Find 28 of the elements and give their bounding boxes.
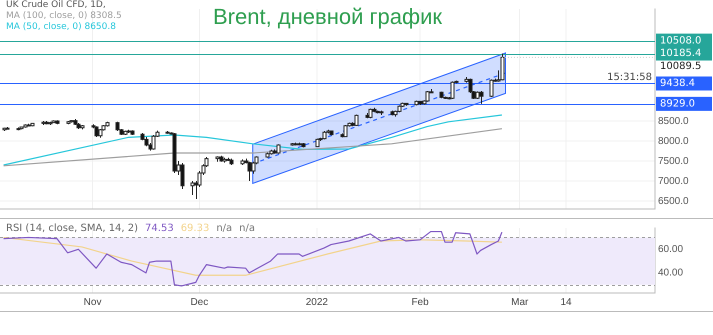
ref-line-label: 8929.0: [660, 98, 695, 110]
y-tick-label: 7500.0: [658, 156, 690, 167]
y-tick-label: 8500.0: [658, 116, 690, 127]
annotation: n/a: [239, 223, 256, 234]
ref-line-label: 10185.4: [660, 48, 702, 60]
y-tick-label: 60.00: [658, 244, 684, 256]
x-tick-label: Nov: [84, 296, 102, 308]
annotation: n/a: [216, 223, 232, 234]
y-tick-label: 7000.0: [658, 176, 690, 187]
y-tick-label: 8000.0: [658, 136, 690, 147]
text: MA (50, close, 0) 8650.8: [6, 22, 117, 33]
chart-subtitle: UK Crude Oil CFD, 1D,: [6, 0, 106, 11]
x-tick-label: 14: [560, 296, 572, 308]
x-tick-label: 2022: [306, 296, 328, 308]
text: MA (100, close, 0) 8308.5: [6, 11, 122, 22]
ref-line-label: 9438.4: [660, 78, 695, 90]
y-tick-label: 6500.0: [658, 196, 690, 207]
annotation: 74.53: [145, 223, 174, 234]
annotation: 10089.5: [660, 61, 702, 72]
x-tick-label: Dec: [190, 296, 208, 308]
y-tick-label: 40.00: [658, 268, 684, 279]
x-tick-label: Mar: [511, 296, 530, 308]
annotation: 69.33: [180, 223, 210, 234]
chart-title: Brent, дневной график: [212, 4, 442, 29]
x-tick-label: Feb: [411, 296, 430, 308]
ref-line-label: 10508.0: [660, 35, 702, 46]
annotation: 15:31:58: [607, 72, 652, 84]
chart-title: RSI (14, close, SMA, 14, 2): [6, 223, 138, 234]
